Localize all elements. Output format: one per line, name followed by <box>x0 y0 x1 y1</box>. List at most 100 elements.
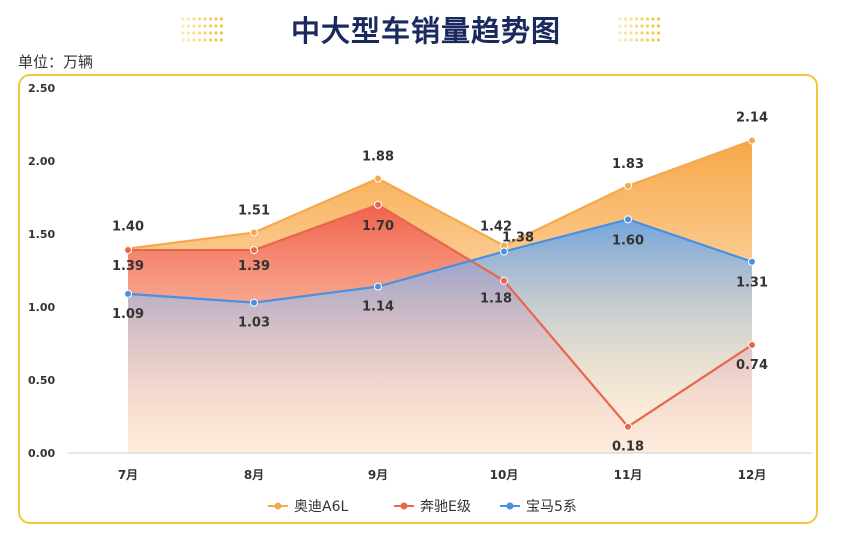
legend-swatch-marker <box>506 502 514 510</box>
decorative-dot <box>203 17 207 21</box>
data-point <box>500 276 508 285</box>
data-label: 1.40 <box>112 220 144 235</box>
decorative-dot <box>208 38 213 42</box>
decorative-dot <box>640 24 644 28</box>
y-tick-label: 1.00 <box>28 301 55 314</box>
data-point <box>624 215 632 224</box>
decorative-dot <box>181 17 185 21</box>
decorative-dot <box>651 31 655 35</box>
y-tick-label: 2.50 <box>28 82 55 95</box>
decorative-dot <box>656 17 661 21</box>
decorative-dot <box>645 31 650 35</box>
decorative-dot <box>192 38 196 42</box>
data-label: 1.31 <box>736 276 768 291</box>
decorative-dot <box>640 38 644 42</box>
y-tick-label: 0.50 <box>28 374 55 387</box>
data-label: 1.03 <box>238 316 270 331</box>
data-label: 1.38 <box>502 231 534 246</box>
decorative-dot <box>208 24 213 28</box>
legend-label: 奔驰E级 <box>420 499 471 515</box>
data-label: 2.14 <box>736 111 768 126</box>
decorative-dot <box>181 24 185 28</box>
data-point <box>374 174 382 183</box>
decorative-dot <box>623 38 628 42</box>
decorative-dot <box>656 31 661 35</box>
x-tick-label: 8月 <box>244 468 264 482</box>
data-label: 1.83 <box>612 157 644 172</box>
decorative-dot <box>219 31 224 35</box>
data-point <box>124 289 132 298</box>
decorative-dot <box>186 31 191 35</box>
data-point <box>250 228 258 237</box>
data-label: 0.74 <box>736 358 768 373</box>
data-point <box>748 257 756 266</box>
data-label: 1.42 <box>480 220 512 235</box>
decorative-dot <box>186 17 191 21</box>
decorative-dot <box>618 17 622 21</box>
decorative-dot <box>640 17 644 21</box>
y-tick-label: 2.00 <box>28 155 55 168</box>
decorative-dot <box>629 17 633 21</box>
decorative-dot <box>203 38 207 42</box>
decorative-dot <box>645 17 650 21</box>
data-point <box>374 282 382 291</box>
decorative-dot <box>656 24 661 28</box>
decorative-dots-left <box>181 17 224 42</box>
legend-label: 宝马5系 <box>526 499 577 515</box>
data-label: 1.18 <box>480 292 512 307</box>
decorative-dot <box>192 24 196 28</box>
data-label: 1.39 <box>112 259 144 274</box>
data-label: 1.51 <box>238 204 270 219</box>
decorative-dot <box>618 38 622 42</box>
decorative-dot <box>651 24 655 28</box>
data-label: 1.09 <box>112 307 144 322</box>
decorative-dot <box>214 38 218 42</box>
area-bmw-5-series <box>128 219 752 453</box>
line-bmw-5-series <box>127 218 753 304</box>
data-point <box>124 246 132 255</box>
decorative-dot <box>181 38 185 42</box>
decorative-dot <box>629 31 633 35</box>
data-point <box>374 200 382 209</box>
x-tick-label: 11月 <box>614 468 643 482</box>
decorative-dot <box>634 17 639 21</box>
y-tick-label: 1.50 <box>28 228 55 241</box>
data-point <box>250 246 258 255</box>
data-point <box>748 340 756 349</box>
decorative-dot <box>181 31 185 35</box>
decorative-dot <box>629 38 633 42</box>
decorative-dot <box>219 38 224 42</box>
data-label: 1.60 <box>612 233 644 248</box>
decorative-dot <box>197 17 202 21</box>
decorative-dot <box>623 31 628 35</box>
decorative-dots-right <box>618 17 661 42</box>
decorative-dot <box>192 31 196 35</box>
legend-swatch-marker <box>400 502 408 510</box>
line-audi-a6l <box>127 139 753 250</box>
decorative-dot <box>618 24 622 28</box>
data-label: 1.39 <box>238 259 270 274</box>
data-point <box>624 422 632 431</box>
decorative-dot <box>197 38 202 42</box>
decorative-dot <box>192 17 196 21</box>
decorative-dot <box>208 31 213 35</box>
decorative-dot <box>623 24 628 28</box>
decorative-dot <box>214 31 218 35</box>
data-point <box>748 136 756 145</box>
decorative-dot <box>623 17 628 21</box>
data-label: 0.18 <box>612 440 644 455</box>
chart-title: 中大型车销量趋势图 <box>290 14 561 48</box>
data-label: 1.88 <box>362 150 394 165</box>
x-tick-label: 9月 <box>368 468 388 482</box>
decorative-dot <box>656 38 661 42</box>
decorative-dot <box>618 31 622 35</box>
data-point <box>250 298 258 307</box>
decorative-dot <box>634 24 639 28</box>
decorative-dot <box>634 31 639 35</box>
data-label: 1.14 <box>362 300 394 315</box>
line-benz-e-class <box>128 203 753 428</box>
decorative-dot <box>651 38 655 42</box>
decorative-dot <box>219 17 224 21</box>
unit-label: 单位：万辆 <box>18 53 94 71</box>
data-point <box>624 181 632 190</box>
